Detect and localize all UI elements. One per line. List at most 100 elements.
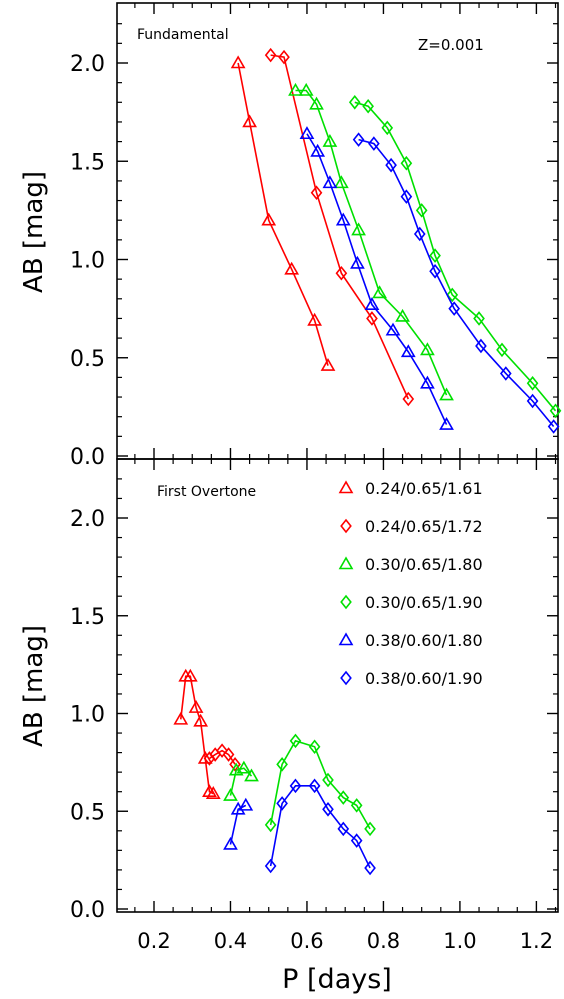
series-line-s5: [306, 133, 448, 425]
data-point-s2: [402, 391, 415, 407]
data-point-s3: [420, 342, 435, 356]
data-point-s5: [350, 255, 365, 269]
data-point-s4: [429, 248, 441, 263]
data-point-s5: [322, 175, 338, 189]
data-point-s6: [499, 366, 512, 381]
data-point-s4: [348, 95, 361, 110]
data-point-s6: [276, 796, 288, 811]
data-point-s1: [230, 55, 246, 69]
data-point-s1: [320, 357, 336, 371]
data-point-s1: [202, 784, 217, 798]
data-point-s1: [242, 114, 257, 128]
data-point-s5: [385, 322, 401, 336]
legend-marker-s3: [338, 556, 354, 570]
data-point-s2: [310, 185, 323, 200]
data-point-s4: [362, 98, 374, 114]
data-point-s6: [400, 189, 413, 204]
data-point-s3: [223, 787, 238, 801]
y-tick-label: 1.0: [70, 249, 105, 274]
data-point-s6: [547, 419, 560, 434]
top-y-axis-label: AB [mag]: [19, 171, 49, 293]
data-point-s6: [289, 778, 302, 794]
y-tick-label: 0.0: [70, 445, 105, 470]
series-line-s3: [295, 89, 448, 396]
y-tick-label: 0.5: [70, 347, 105, 372]
data-point-s5: [299, 126, 315, 140]
data-point-s1: [182, 668, 198, 682]
legend: 0.24/0.65/1.61 0.24/0.65/1.72 0.30/0.65/1.…: [338, 479, 483, 688]
data-point-s3: [395, 308, 410, 322]
y-tick-label: 0.0: [70, 898, 105, 923]
legend-marker-s6: [340, 670, 352, 686]
data-point-s1: [284, 261, 300, 275]
data-point-s1: [173, 711, 189, 725]
data-point-s5: [223, 836, 238, 850]
data-point-s6: [352, 132, 365, 147]
data-point-s1: [261, 212, 277, 226]
data-point-s5: [238, 797, 254, 811]
top-panel-annotation: Fundamental: [137, 27, 229, 43]
y-tick-label: 1.0: [70, 703, 105, 728]
legend-label-s4: 0.30/0.65/1.90: [365, 593, 483, 612]
data-point-s2: [222, 747, 235, 762]
data-point-s6: [364, 860, 376, 876]
x-tick-label: 1.2: [520, 929, 553, 953]
data-point-s4: [473, 311, 485, 326]
series-line-s2: [270, 54, 410, 400]
data-point-s2: [366, 311, 378, 326]
data-point-s1: [205, 786, 221, 799]
metallicity-annotation: Z=0.001: [418, 36, 484, 54]
data-point-s5: [400, 344, 416, 358]
y-tick-label: 0.5: [70, 800, 105, 825]
data-point-s6: [429, 264, 441, 279]
data-point-s3: [372, 285, 387, 299]
ticks-layer: 0.0 0.5 1.0 1.5 2.0 0.2 0.4 0.6 0.8 1.0 1.2 0.0 0.5 1…: [70, 3, 558, 953]
data-point-s3: [333, 175, 349, 189]
y-tick-label: 2.0: [70, 52, 105, 77]
data-point-s6: [264, 858, 277, 874]
data-point-s1: [307, 312, 322, 326]
y-tick-label: 1.5: [70, 605, 105, 630]
data-point-s5: [420, 375, 435, 389]
data-point-s2: [278, 49, 290, 65]
legend-label-s2: 0.24/0.65/1.72: [365, 517, 483, 536]
series-line-s5: [229, 804, 247, 845]
data-point-s4: [350, 798, 363, 813]
x-tick-label: 1.0: [443, 929, 476, 953]
data-point-s1: [188, 700, 204, 713]
data-point-s2: [264, 47, 277, 63]
data-point-s3: [322, 133, 338, 147]
legend-label-s5: 0.38/0.60/1.80: [365, 631, 483, 650]
series-line-s4: [354, 101, 557, 412]
legend-marker-s1: [338, 480, 354, 494]
bottom-panel-annotation: First Overtone: [157, 484, 256, 500]
data-point-s6: [322, 802, 334, 817]
bottom-y-axis-label: AB [mag]: [19, 625, 49, 747]
data-point-s6: [350, 833, 363, 848]
data-point-s3: [309, 96, 324, 110]
legend-marker-s4: [340, 594, 352, 610]
y-tick-label: 2.0: [70, 507, 105, 532]
y-tick-label: 1.5: [70, 150, 105, 175]
data-point-s5: [335, 212, 351, 226]
data-point-s4: [549, 403, 562, 419]
data-point-s3: [439, 387, 454, 401]
x-tick-label: 0.4: [214, 929, 247, 953]
x-tick-label: 0.2: [137, 929, 170, 953]
x-axis-label: P [days]: [282, 964, 392, 995]
data-point-s6: [385, 157, 397, 173]
data-point-s4: [496, 342, 508, 358]
data-point-s2: [335, 265, 348, 281]
data-point-s4: [264, 817, 277, 833]
data-point-s6: [448, 301, 461, 316]
data-point-s4: [364, 821, 376, 837]
series-layer: [173, 47, 562, 876]
data-point-s3: [288, 82, 303, 96]
data-point-s4: [415, 203, 428, 218]
bottom-panel-frame: [116, 458, 559, 913]
series-line-s6: [269, 785, 371, 869]
x-tick-label: 0.8: [367, 929, 400, 953]
data-point-s3: [298, 82, 314, 96]
data-point-s1: [193, 713, 209, 727]
